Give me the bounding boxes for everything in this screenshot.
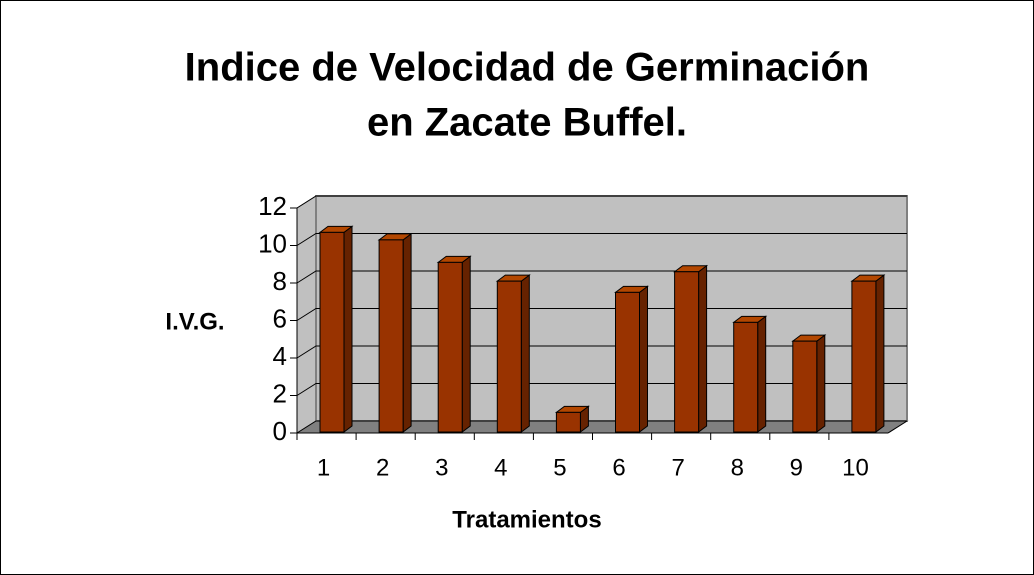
y-tick-label: 2 xyxy=(273,378,287,408)
bar xyxy=(615,291,640,433)
x-tick-label: 5 xyxy=(553,454,566,481)
bar-side xyxy=(816,334,826,433)
x-axis-label: Tratamientos xyxy=(452,506,601,533)
grid-line xyxy=(296,345,907,359)
bar xyxy=(792,340,818,433)
y-tick-label: 8 xyxy=(273,266,287,296)
bar-side xyxy=(757,315,767,433)
bar xyxy=(851,280,877,433)
bar-side xyxy=(402,232,412,433)
x-tick-label: 1 xyxy=(317,454,330,481)
x-tick-label: 9 xyxy=(790,454,803,481)
chart-title: en Zacate Buffel. xyxy=(367,101,687,145)
chart-title: Indice de Velocidad de Germinación xyxy=(185,46,870,90)
grid-line xyxy=(296,308,907,321)
bar-side xyxy=(875,274,885,433)
grid-line xyxy=(296,383,907,396)
grid-line xyxy=(296,270,907,284)
bar xyxy=(496,280,522,433)
x-tick-label: 2 xyxy=(376,454,389,481)
bar xyxy=(378,239,404,433)
bar xyxy=(555,411,581,433)
y-tick-label: 6 xyxy=(273,303,287,333)
bar xyxy=(733,321,759,433)
x-tick-label: 6 xyxy=(612,454,625,481)
x-tick-label: 3 xyxy=(435,454,448,481)
x-tick-label: 8 xyxy=(731,454,744,481)
grid-line xyxy=(296,195,907,209)
y-axis-label: I.V.G. xyxy=(165,308,224,335)
bar xyxy=(319,231,345,433)
bar-side xyxy=(343,225,353,433)
x-tick-label: 4 xyxy=(494,454,507,481)
y-tick-label: 0 xyxy=(273,416,287,446)
y-tick-label: 4 xyxy=(273,341,287,371)
y-tick-label: 10 xyxy=(258,228,287,258)
bar-side xyxy=(639,285,648,433)
bar-side xyxy=(520,274,530,433)
bar-side xyxy=(461,255,471,433)
bar xyxy=(437,261,463,433)
x-axis-end xyxy=(887,420,908,434)
bar-side xyxy=(698,264,708,433)
x-tick-label: 7 xyxy=(671,454,684,481)
y-tick-label: 12 xyxy=(258,191,287,221)
x-tick-label: 10 xyxy=(842,454,869,481)
grid-line xyxy=(296,233,907,246)
grid-line xyxy=(296,420,907,434)
bar xyxy=(674,271,700,433)
